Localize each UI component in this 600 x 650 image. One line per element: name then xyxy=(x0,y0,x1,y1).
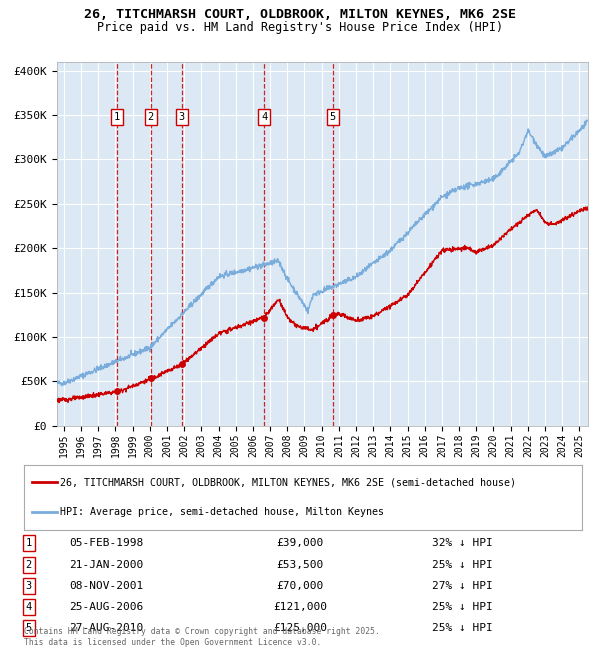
Text: Price paid vs. HM Land Registry's House Price Index (HPI): Price paid vs. HM Land Registry's House … xyxy=(97,21,503,34)
Text: 25% ↓ HPI: 25% ↓ HPI xyxy=(432,602,493,612)
Text: £53,500: £53,500 xyxy=(277,560,323,570)
Text: 21-JAN-2000: 21-JAN-2000 xyxy=(69,560,143,570)
Text: HPI: Average price, semi-detached house, Milton Keynes: HPI: Average price, semi-detached house,… xyxy=(60,507,384,517)
Text: 25-AUG-2006: 25-AUG-2006 xyxy=(69,602,143,612)
Text: 3: 3 xyxy=(178,112,185,122)
Text: 05-FEB-1998: 05-FEB-1998 xyxy=(69,538,143,549)
Text: £39,000: £39,000 xyxy=(277,538,323,549)
Text: 25% ↓ HPI: 25% ↓ HPI xyxy=(432,560,493,570)
Text: 5: 5 xyxy=(26,623,32,633)
Text: 32% ↓ HPI: 32% ↓ HPI xyxy=(432,538,493,549)
Text: 1: 1 xyxy=(114,112,120,122)
Text: 27% ↓ HPI: 27% ↓ HPI xyxy=(432,580,493,591)
Text: 08-NOV-2001: 08-NOV-2001 xyxy=(69,580,143,591)
Text: 1: 1 xyxy=(26,538,32,549)
Text: 26, TITCHMARSH COURT, OLDBROOK, MILTON KEYNES, MK6 2SE (semi-detached house): 26, TITCHMARSH COURT, OLDBROOK, MILTON K… xyxy=(60,477,516,488)
Text: £121,000: £121,000 xyxy=(273,602,327,612)
Text: 4: 4 xyxy=(261,112,267,122)
Text: 5: 5 xyxy=(329,112,336,122)
Text: 2: 2 xyxy=(148,112,154,122)
Text: £70,000: £70,000 xyxy=(277,580,323,591)
Text: 25% ↓ HPI: 25% ↓ HPI xyxy=(432,623,493,633)
Text: 2: 2 xyxy=(26,560,32,570)
Text: £125,000: £125,000 xyxy=(273,623,327,633)
Text: 4: 4 xyxy=(26,602,32,612)
Text: 27-AUG-2010: 27-AUG-2010 xyxy=(69,623,143,633)
Text: 26, TITCHMARSH COURT, OLDBROOK, MILTON KEYNES, MK6 2SE: 26, TITCHMARSH COURT, OLDBROOK, MILTON K… xyxy=(84,8,516,21)
Text: 3: 3 xyxy=(26,580,32,591)
Text: Contains HM Land Registry data © Crown copyright and database right 2025.
This d: Contains HM Land Registry data © Crown c… xyxy=(24,627,380,647)
